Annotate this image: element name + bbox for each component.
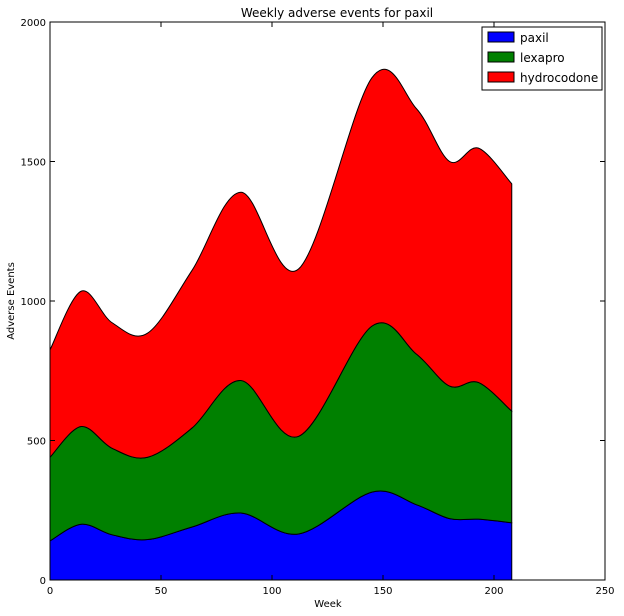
legend-label-paxil: paxil [520,31,549,45]
axis-ticks: 0 50 100 150 200 250 0 500 1000 1500 2000 [21,18,615,597]
legend-swatch-hydrocodone [487,71,515,83]
x-tick-label: 50 [155,586,168,597]
y-axis-label: Adverse Events [6,262,17,340]
legend-label-lexapro: lexapro [520,51,565,65]
x-tick-label: 100 [262,586,281,597]
x-tick-label: 250 [595,586,614,597]
legend: paxil lexapro hydrocodone [481,26,603,91]
y-tick-label: 2000 [21,18,46,29]
x-axis-label: Week [314,599,342,610]
y-tick-label: 500 [27,437,46,448]
area-hydrocodone [49,68,513,459]
y-tick-label: 0 [40,576,46,587]
legend-label-hydrocodone: hydrocodone [520,71,598,85]
x-tick-label: 200 [484,586,503,597]
y-tick-label: 1500 [21,158,46,169]
x-tick-label: 150 [373,586,392,597]
x-tick-label: 0 [47,586,53,597]
y-tick-label: 1000 [21,297,46,308]
legend-swatch-lexapro [487,51,515,63]
chart-title: Weekly adverse events for paxil [241,6,433,20]
area-layers [49,68,513,581]
legend-swatch-paxil [487,31,515,43]
